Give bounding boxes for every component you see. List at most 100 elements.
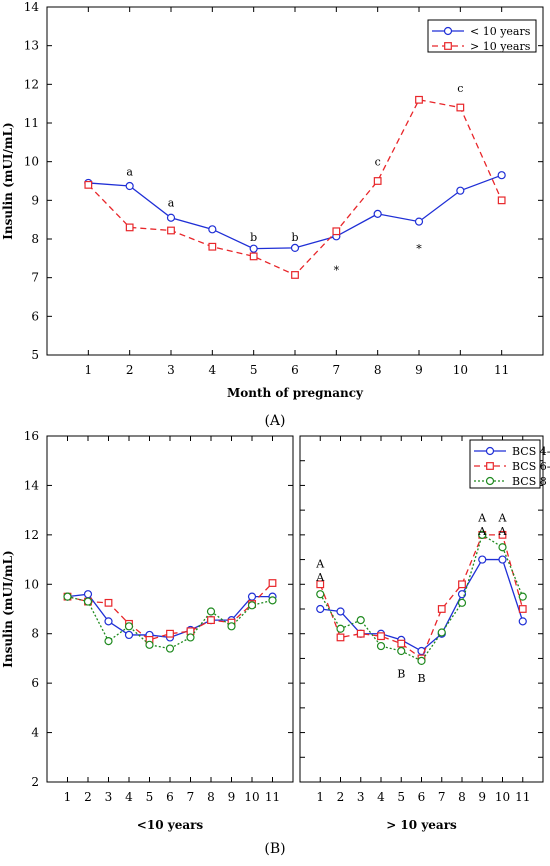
annotation-label: * [334, 264, 340, 277]
data-point [206, 607, 216, 616]
data-point [336, 607, 345, 616]
data-point [478, 530, 487, 539]
y-tick-label: 6 [31, 309, 39, 323]
x-tick-label: 11 [494, 363, 509, 377]
series-line [320, 558, 524, 652]
series-line [319, 534, 524, 660]
y-tick-label: 7 [31, 271, 39, 285]
legend-marker [486, 462, 494, 470]
x-tick-label: 1 [64, 790, 72, 804]
legend-label: > 10 years [470, 40, 531, 53]
x-tick-label: 4 [125, 790, 133, 804]
data-point [458, 580, 466, 589]
annotation-label: A [498, 512, 508, 525]
data-point [377, 632, 385, 641]
y-tick-label: 6 [31, 676, 39, 690]
data-point [373, 177, 382, 185]
x-tick-label: 4 [209, 363, 217, 377]
x-tick-label: 7 [333, 363, 341, 377]
data-point [356, 629, 365, 638]
y-tick-label: 5 [31, 348, 39, 362]
series-line [319, 533, 524, 662]
legend-label: < 10 years [470, 25, 531, 38]
data-point [145, 640, 154, 649]
legend-label: BCS 6-7 [512, 460, 550, 473]
annotation-label: * [416, 243, 422, 256]
data-point [316, 590, 325, 599]
y-tick-label: 10 [24, 577, 39, 591]
legend: BCS 4-5 BCS 6-7 BCS 8 [469, 439, 550, 489]
plot-frame [46, 435, 294, 783]
data-point [249, 244, 258, 253]
legend-item: BCS 6-7 [474, 460, 550, 473]
legend-label: BCS 8 [512, 475, 547, 488]
data-point [247, 601, 257, 610]
data-point [84, 180, 93, 189]
y-tick-label: 9 [31, 193, 39, 207]
y-tick-label: 12 [24, 528, 39, 542]
data-point [518, 592, 527, 601]
y-axis-label: Insulin (mUI/mL) [1, 122, 15, 240]
x-tick-label: 2 [84, 790, 92, 804]
x-tick-label: 2 [337, 790, 345, 804]
y-tick-label: 2 [31, 775, 39, 789]
annotation-label: c [457, 82, 463, 95]
x-tick-label: 8 [374, 363, 382, 377]
x-tick-label: 6 [418, 790, 426, 804]
x-tick-label: 5 [397, 790, 405, 804]
data-point [336, 633, 345, 642]
x-tick-label: 1 [85, 363, 93, 377]
y-axis-label: Insulin (mUI/mL) [1, 550, 15, 668]
data-point [437, 628, 446, 637]
data-point [166, 629, 174, 638]
legend: < 10 years > 10 years [427, 19, 537, 53]
data-point [376, 641, 386, 651]
x-tick-label: 8 [458, 790, 466, 804]
data-point [249, 252, 258, 261]
data-point [336, 624, 345, 633]
data-point [332, 227, 341, 236]
x-tick-label: 2 [126, 363, 134, 377]
annotation-label: A [477, 525, 487, 538]
x-tick-label: 9 [228, 790, 236, 804]
data-point [397, 646, 406, 656]
data-point [456, 103, 465, 112]
plot-frame [46, 6, 544, 356]
data-point [124, 630, 134, 640]
data-point [518, 617, 527, 626]
legend-item: > 10 years [432, 40, 531, 53]
y-tick-label: 14 [24, 478, 40, 492]
data-point [104, 617, 113, 626]
data-point [414, 217, 424, 226]
y-tick-label: 11 [24, 116, 39, 130]
data-point [457, 598, 467, 607]
legend-marker [485, 446, 495, 456]
x-tick-label: 6 [291, 363, 299, 377]
x-tick-label: 4 [377, 790, 385, 804]
annotation-label: b [250, 231, 257, 244]
x-axis-label: Month of pregnancy [227, 386, 364, 400]
data-point [437, 605, 446, 613]
data-point [498, 543, 507, 552]
legend-marker [443, 26, 453, 36]
y-tick-label: 8 [31, 232, 39, 246]
x-tick-label: 11 [515, 790, 530, 804]
y-tick-label: 12 [24, 77, 39, 91]
x-tick-label: 10 [453, 363, 468, 377]
data-point [104, 637, 113, 646]
data-point [457, 590, 467, 599]
x-tick-label: 5 [250, 363, 258, 377]
legend-item: BCS 4-5 [474, 445, 550, 458]
y-tick-label: 14 [24, 0, 40, 14]
data-point [498, 555, 507, 564]
y-tick-label: 16 [24, 429, 39, 443]
annotation-label: b [291, 231, 298, 244]
annotation-label: a [168, 196, 175, 209]
data-point [373, 209, 382, 218]
annotation-label: B [397, 667, 405, 680]
data-point [497, 196, 506, 205]
data-point [247, 592, 257, 601]
data-point [518, 605, 527, 613]
